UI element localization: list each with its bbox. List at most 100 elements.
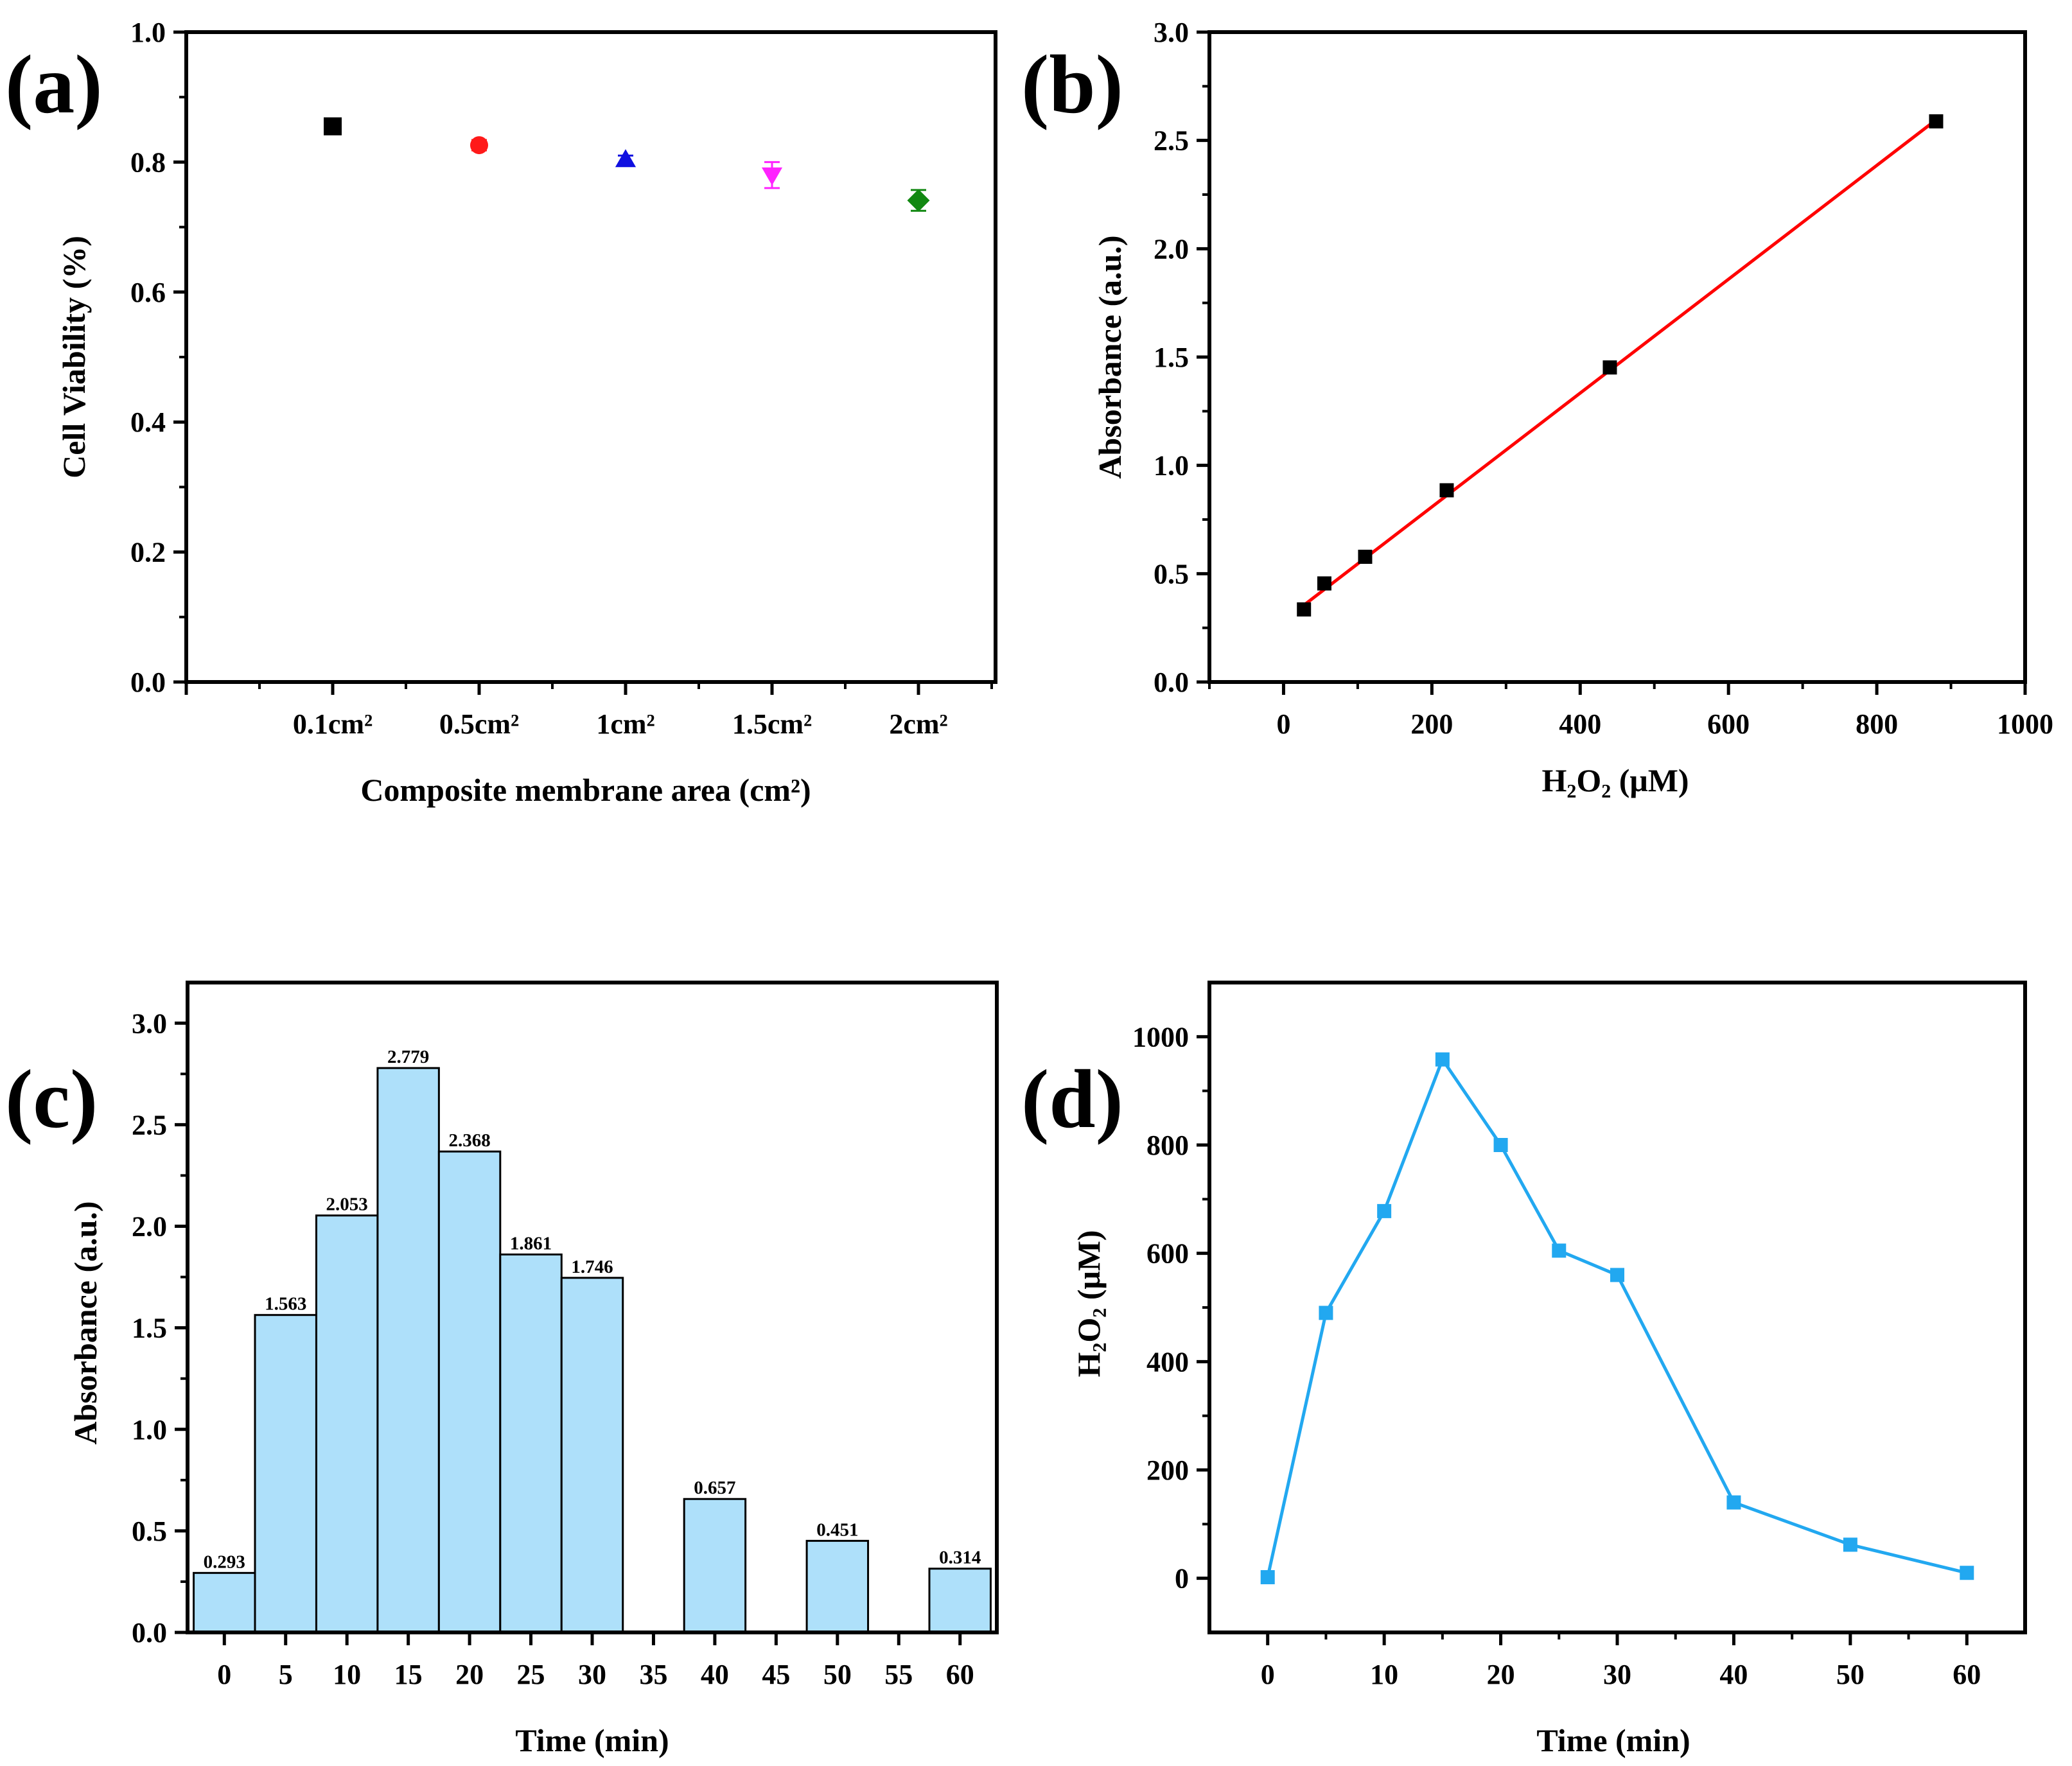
panel-a-ytick-label: 0.6 (130, 277, 166, 308)
panel-b-ylabel: Absorbance (a.u.) (1092, 235, 1128, 478)
panel-d-series-line (1266, 1056, 1967, 1578)
panel-b-point (1439, 483, 1454, 498)
panel-c-bar-label: 1.861 (510, 1233, 552, 1254)
panel-a-ylabel: Cell Viability (%) (56, 236, 92, 478)
panel-c-ytick-label: 2.5 (132, 1109, 167, 1141)
panel-b: 0.0 0.5 1.0 1.5 2.0 2.5 3.0 0 200 400 600 800 1000 H… (1092, 17, 2053, 798)
panel-c-xtick-label: 20 (455, 1659, 484, 1690)
panel-c-xlabel: Time (min) (515, 1722, 669, 1758)
panel-b-fit-line (1303, 118, 1937, 607)
panel-a: 0.0 0.2 0.4 0.6 0.8 1.0 0.1cm² 0.5cm² 1cm² 1.5cm²… (56, 17, 997, 808)
panel-d-point (1960, 1566, 1974, 1580)
panel-a-point (761, 167, 783, 186)
panel-c-ytick-label: 0.0 (132, 1617, 167, 1648)
panel-a-xtick-label: 1.5cm² (732, 708, 812, 740)
panel-c-bar (560, 1277, 624, 1634)
panel-c-bar (499, 1253, 563, 1634)
panel-b-ytick-label: 2.5 (1154, 125, 1189, 157)
panel-b-point (1602, 360, 1617, 375)
panel-d-ytick-label: 600 (1146, 1238, 1189, 1270)
panel-b-xtick-label: 200 (1410, 708, 1453, 740)
panel-c-xtick-label: 15 (394, 1659, 423, 1690)
panel-d: 0 200 400 600 800 1000 0 10 20 30 40 50 60 Time (min… (1071, 981, 2027, 1758)
panel-c-bar (376, 1067, 440, 1634)
panel-c-bar (437, 1150, 502, 1634)
panel-d-xtick-label: 0 (1261, 1659, 1275, 1690)
panel-d-ylabel: H₂O₂ (μM) (1071, 1230, 1107, 1377)
panel-b-ytick-label: 0.0 (1154, 667, 1189, 698)
panel-c-ytick-label: 2.0 (132, 1211, 167, 1243)
panel-c-bar (193, 1571, 256, 1634)
panel-d-point (1377, 1203, 1392, 1218)
panel-c-ytick-label: 1.0 (132, 1414, 167, 1446)
panel-a-axes: 0.0 0.2 0.4 0.6 0.8 1.0 0.1cm² 0.5cm² 1cm² 1.5cm²… (130, 17, 993, 740)
panel-c-axes: 0.0 0.5 1.0 1.5 2.0 2.5 3.0 0 5 10 15 20 25 30 35 40 45 5… (132, 1008, 974, 1690)
panel-c-bar-label: 1.746 (571, 1257, 613, 1277)
panel-a-xtick-label: 0.1cm² (293, 708, 373, 740)
panel-c-ytick-label: 1.5 (132, 1313, 167, 1344)
panel-d-xtick-label: 10 (1370, 1659, 1398, 1690)
panel-d-point (1493, 1138, 1508, 1152)
panel-c-xtick-label: 40 (701, 1659, 729, 1690)
panel-c-bar-label: 1.563 (265, 1294, 306, 1315)
panel-a-ytick-label: 0.2 (130, 537, 166, 568)
panel-c-ytick-label: 0.5 (132, 1516, 167, 1547)
panel-c-bar-label: 0.657 (694, 1478, 735, 1498)
panel-b-point (1358, 550, 1373, 564)
panel-c-plot: 0.293 1.563 2.053 2.779 2.368 1.861 1.746 0.657… (193, 1047, 992, 1634)
panel-d-ytick-label: 400 (1146, 1346, 1189, 1377)
panel-b-plot (1297, 114, 1944, 616)
panel-a-letter: (a) (5, 39, 103, 131)
panel-b-point (1317, 576, 1331, 591)
panel-c-bar-label: 2.368 (448, 1130, 490, 1151)
panel-c-xtick-label: 25 (517, 1659, 545, 1690)
panel-b-ytick-label: 2.0 (1154, 233, 1189, 265)
panel-d-point (1726, 1495, 1741, 1510)
panel-c-bar (254, 1314, 317, 1634)
panel-d-xtick-label: 50 (1836, 1659, 1865, 1690)
panel-d-point (1552, 1243, 1567, 1258)
panel-a-frame (184, 30, 997, 684)
panel-c-bar-label: 2.053 (326, 1194, 368, 1215)
panel-b-axes: 0.0 0.5 1.0 1.5 2.0 2.5 3.0 0 200 400 600 800 1000 (1154, 17, 2053, 740)
panel-c-bar-label: 0.451 (816, 1519, 858, 1540)
panel-c-xtick-label: 10 (333, 1659, 361, 1690)
panel-d-xtick-label: 60 (1953, 1659, 1981, 1690)
panel-c-xtick-label: 5 (279, 1659, 293, 1690)
panel-c-bar (805, 1539, 870, 1634)
panel-d-xtick-label: 30 (1603, 1659, 1631, 1690)
panel-b-point (1929, 114, 1944, 128)
panel-c-xtick-label: 30 (578, 1659, 606, 1690)
panel-b-xtick-label: 600 (1707, 708, 1750, 740)
panel-d-ytick-label: 800 (1146, 1130, 1189, 1161)
panel-b-xtick-label: 800 (1856, 708, 1898, 740)
panel-b-xtick-label: 0 (1276, 708, 1290, 740)
panel-d-point (1843, 1537, 1857, 1552)
panel-a-xtick-label: 0.5cm² (439, 708, 519, 740)
panel-b-ytick-label: 3.0 (1154, 17, 1189, 48)
panel-c: 0.293 1.563 2.053 2.779 2.368 1.861 1.746 0.657… (67, 981, 999, 1758)
panel-a-point (615, 149, 637, 168)
panel-c-letter: (c) (5, 1053, 98, 1146)
panel-a-xlabel: Composite membrane area (cm²) (360, 772, 811, 808)
panel-b-point (1297, 602, 1312, 616)
panel-d-axes: 0 200 400 600 800 1000 0 10 20 30 40 50 60 (1132, 1021, 1981, 1690)
panel-a-ytick-label: 0.8 (130, 146, 166, 178)
panel-b-ytick-label: 0.5 (1154, 558, 1189, 590)
panel-c-xtick-label: 45 (762, 1659, 790, 1690)
panel-c-xtick-label: 60 (946, 1659, 974, 1690)
panel-c-xtick-label: 0 (217, 1659, 231, 1690)
panel-a-xtick-label: 1cm² (596, 708, 654, 740)
panel-a-ytick-label: 0.4 (130, 407, 166, 438)
panel-c-ytick-label: 3.0 (132, 1008, 167, 1039)
panel-b-ytick-label: 1.5 (1154, 342, 1189, 373)
panel-a-point (324, 117, 342, 136)
panel-c-bar (683, 1498, 747, 1634)
panel-c-bar-label: 0.293 (204, 1552, 245, 1572)
panel-a-plot (324, 117, 930, 212)
panel-d-ytick-label: 0 (1175, 1563, 1189, 1595)
panel-d-xtick-label: 20 (1487, 1659, 1515, 1690)
panel-d-xlabel: Time (min) (1536, 1722, 1690, 1758)
panel-c-ylabel: Absorbance (a.u.) (67, 1201, 103, 1444)
panel-d-point (1260, 1569, 1275, 1584)
